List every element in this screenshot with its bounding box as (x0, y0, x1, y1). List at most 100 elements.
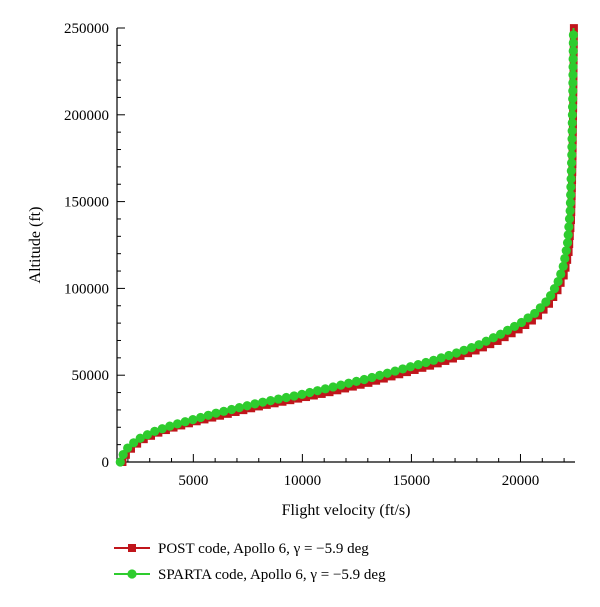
series-marker (500, 333, 509, 342)
series-marker (123, 443, 133, 453)
series-marker (493, 336, 502, 345)
y-tick-label: 250000 (64, 21, 109, 37)
series-marker (273, 394, 284, 404)
series-marker (459, 345, 469, 355)
series-marker (546, 291, 556, 301)
series-marker (466, 342, 477, 353)
series-marker (471, 346, 480, 355)
series-marker (561, 246, 571, 256)
x-tick-label: 5000 (178, 473, 208, 489)
series-marker (242, 401, 252, 411)
series-marker (180, 417, 190, 427)
series-circle (115, 27, 578, 467)
series-marker (115, 457, 125, 467)
legend-item: SPARTA code, Apollo 6, γ = −5.9 deg (114, 567, 386, 583)
series-marker (387, 372, 396, 381)
series-marker (451, 348, 462, 358)
series-line (121, 27, 575, 463)
series-marker (405, 362, 416, 372)
series-marker (211, 408, 221, 418)
series-marker (567, 134, 577, 144)
series-marker (521, 321, 530, 330)
series-marker (421, 357, 431, 368)
series-marker (481, 336, 491, 346)
series-marker (553, 276, 563, 287)
y-tick-label: 150000 (64, 195, 109, 211)
series-marker (509, 321, 520, 332)
series-marker (258, 397, 268, 407)
series-marker (530, 308, 540, 319)
series-marker (294, 394, 303, 403)
series-marker (488, 333, 499, 343)
series-marker (464, 349, 473, 358)
series-marker (448, 354, 457, 363)
series-marker (320, 384, 330, 394)
series-marker (382, 368, 392, 378)
series-marker (562, 238, 573, 248)
legend-label: SPARTA code, Apollo 6, γ = −5.9 deg (158, 567, 386, 583)
series-marker (118, 449, 128, 460)
series-marker (379, 374, 388, 383)
series-marker (234, 403, 244, 413)
series-marker (558, 261, 568, 271)
series-marker (262, 400, 271, 409)
series-marker (402, 368, 411, 377)
series-marker (567, 150, 577, 160)
series-marker (535, 303, 545, 313)
series-marker (223, 409, 232, 418)
series-marker (568, 62, 578, 72)
series-marker (375, 370, 385, 380)
series-marker (568, 38, 578, 48)
series-marker (566, 190, 576, 200)
series-marker (565, 198, 576, 208)
series-marker (564, 214, 575, 224)
series-marker (359, 374, 369, 385)
series-marker (502, 325, 513, 335)
series-marker (203, 410, 213, 420)
series-marker (367, 372, 377, 383)
series-marker (566, 182, 576, 192)
series-marker (247, 404, 256, 413)
series-marker (195, 412, 206, 423)
series-marker (486, 340, 495, 349)
series-marker (560, 253, 570, 264)
series-marker (568, 70, 578, 80)
series-marker (418, 363, 427, 372)
series-marker (172, 419, 183, 429)
series-marker (372, 376, 381, 385)
x-tick-label: 20000 (502, 473, 540, 489)
series-marker (398, 364, 408, 374)
series-marker (433, 359, 442, 368)
series-marker (568, 54, 578, 64)
series-marker (568, 46, 578, 56)
series-marker (165, 421, 175, 431)
series-marker (567, 126, 577, 136)
series-line (119, 27, 575, 463)
labels: 0 50000 100000 150000 200000 250000 5000 10000 1… (27, 21, 539, 519)
series-marker (317, 389, 326, 398)
series-marker (527, 316, 536, 325)
series-marker (567, 142, 577, 152)
series-marker (410, 365, 419, 374)
series-marker (289, 391, 299, 401)
legend-marker (128, 544, 136, 552)
series-marker (568, 78, 578, 88)
series-marker (567, 118, 577, 128)
series-marker (219, 406, 229, 416)
series-marker (426, 361, 435, 370)
series-marker (514, 325, 523, 334)
series-square (118, 24, 578, 466)
series-marker (566, 158, 577, 168)
y-tick-label: 0 (102, 455, 110, 471)
x-tick-label: 10000 (284, 473, 322, 489)
series-marker (390, 366, 400, 376)
series-marker (478, 343, 487, 352)
series-marker (150, 426, 160, 437)
series-marker (286, 396, 295, 405)
series-marker (444, 350, 454, 361)
series-marker (344, 378, 354, 388)
y-axis-title: Altitude (ft) (27, 207, 44, 284)
series-marker (297, 389, 307, 399)
series-marker (231, 407, 240, 416)
